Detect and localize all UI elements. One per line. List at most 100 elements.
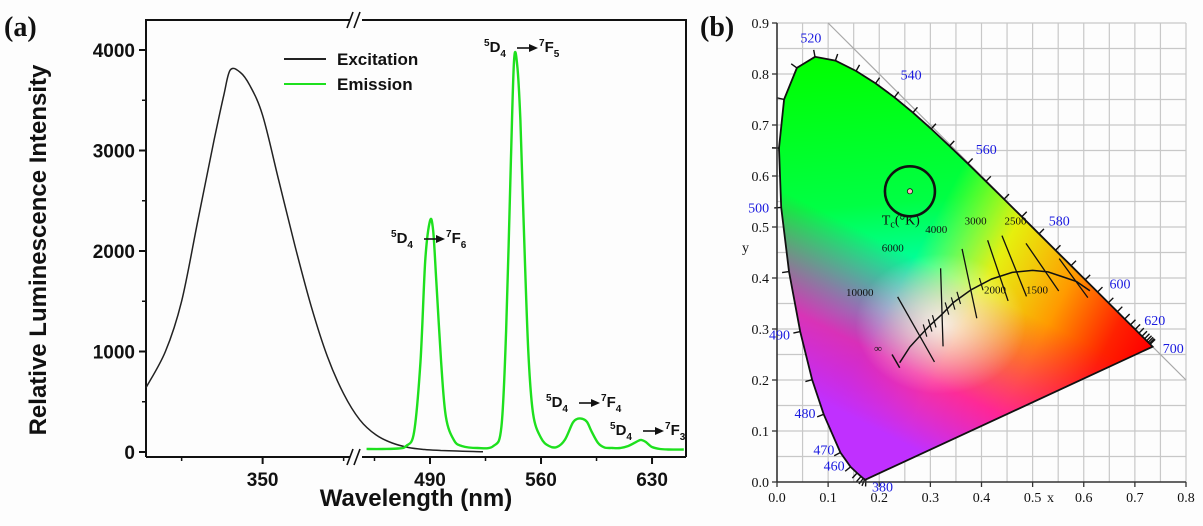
locus-tick: [777, 97, 785, 101]
axis-break-mark: [353, 11, 361, 29]
wavelength-label-560: 560: [976, 143, 997, 158]
panel-b-x-axis-title: x: [1047, 491, 1054, 506]
y-tick-label: 2000: [93, 242, 135, 263]
legend-label-emission: Emission: [337, 75, 413, 94]
x-tick-label: 0.4: [973, 491, 991, 506]
transition-annotation: 5D4 7F4: [546, 393, 622, 415]
planck-hash-tick: [956, 291, 962, 305]
x-tick-label: 350: [247, 470, 279, 491]
series-line-excitation: [145, 67, 484, 453]
locus-tick: [1144, 333, 1151, 340]
locus-tick: [1124, 313, 1131, 320]
panel-b-label: (b): [700, 12, 734, 43]
planck-end-tick: [891, 354, 901, 369]
wavelength-label-620: 620: [1144, 314, 1165, 329]
y-tick-label: 4000: [93, 41, 135, 62]
wavelength-label-380: 380: [872, 480, 893, 495]
x-tick-label: 630: [636, 470, 668, 491]
x-tick-label: 560: [525, 470, 557, 491]
locus-tick: [948, 140, 955, 147]
panel-a-annotations: 5D4 7F6 5D4 7F5 5D4 7F4 5D4 7F3: [391, 38, 686, 443]
locus-tick: [834, 53, 839, 61]
cct-label: 10000: [846, 287, 874, 299]
planck-hash-tick: [950, 297, 956, 310]
locus-tick: [893, 91, 900, 98]
locus-tick: [1021, 211, 1028, 218]
locus-tick: [1141, 330, 1148, 337]
wavelength-label-520: 520: [800, 32, 821, 47]
transition-label-final: 7F3: [665, 421, 686, 443]
locus-tick: [1070, 260, 1077, 267]
locus-tick: [1148, 337, 1155, 344]
y-tick-label: 0.0: [752, 476, 770, 491]
transition-label: 5D4: [391, 229, 413, 251]
cie-marked-point: [883, 165, 937, 218]
transition-label-final: 7F5: [539, 38, 560, 60]
wavelength-label-460: 460: [824, 460, 845, 475]
axis-break-mark: [346, 11, 354, 29]
locus-tick: [1149, 338, 1156, 345]
arrow-head: [529, 44, 538, 52]
cie-point-dot: [906, 188, 913, 195]
locus-tick: [844, 466, 852, 472]
y-tick-label: 0.9: [752, 17, 770, 32]
spectral-locus: [771, 49, 1156, 487]
wavelength-label-500: 500: [748, 202, 769, 217]
transition-annotation: 5D4 7F6: [391, 229, 467, 251]
panel-a-axes: [145, 11, 687, 466]
axis-break-mark: [353, 448, 361, 466]
locus-tick: [875, 77, 881, 84]
locus-tick: [813, 49, 816, 57]
cct-label: 6000: [882, 242, 905, 254]
y-tick-label: 0.8: [752, 68, 770, 83]
planck-hash-tick: [978, 277, 984, 291]
wavelength-label-600: 600: [1110, 277, 1131, 292]
locus-tick: [858, 478, 864, 485]
locus-tick: [1038, 228, 1045, 235]
iso-3000: [987, 240, 1009, 302]
cct-label: 4000: [925, 224, 948, 236]
x-tick-label: 0.7: [1126, 491, 1144, 506]
x-tick-label: 0.1: [819, 491, 837, 506]
locus-tick: [851, 472, 858, 479]
iso-10000: [897, 296, 936, 363]
iso-1500: [1058, 258, 1089, 299]
wavelength-labels: 380 460 470 480 490 500 520 540 560 580 600 620 700: [748, 32, 1184, 496]
wavelength-label-470: 470: [813, 443, 834, 458]
transition-label-final: 7F6: [446, 229, 467, 251]
locus-tick: [1134, 323, 1141, 330]
panel-a-y-ticks: 0 1000 2000 3000 4000: [93, 41, 146, 464]
locus-tick: [1146, 335, 1153, 342]
wavelength-label-700: 700: [1163, 342, 1184, 357]
legend-label-excitation: Excitation: [337, 50, 418, 69]
panel-a-series: [145, 50, 684, 453]
y-tick-label: 0.5: [752, 221, 770, 236]
axis-frame-left: [145, 19, 350, 457]
wavelength-label-480: 480: [795, 407, 816, 422]
locus-tick: [816, 413, 824, 418]
y-tick-label: 1000: [93, 343, 135, 364]
transition-label: 5D4: [610, 421, 632, 443]
panel-a-y-axis-title: Relative Luminescence Intensity: [25, 64, 52, 435]
locus-tick: [805, 378, 813, 383]
iso-2500: [1001, 235, 1028, 297]
panel-a-x-ticks: 350 490 560 630: [180, 457, 668, 491]
locus-tick: [1107, 297, 1114, 304]
locus-tick: [985, 175, 992, 182]
locus-tick: [833, 451, 841, 457]
panel-b-ticks: 0.0 0.1 0.2 0.3 0.4 0.5 0.6 0.7 0.8 0.0 0.1 0.2 0.3 0…: [752, 17, 1195, 506]
locus-tick: [793, 330, 801, 334]
y-tick-label: 3000: [93, 142, 135, 163]
locus-tick: [967, 157, 974, 164]
locus-tick: [1097, 286, 1103, 293]
y-tick-label: 0.2: [752, 374, 770, 389]
locus-tick: [1116, 306, 1123, 313]
cct-label: 2000: [984, 284, 1007, 296]
cct-label: 1500: [1026, 284, 1049, 296]
iso-2000: [1025, 242, 1060, 292]
iso-6000: [939, 268, 944, 347]
wavelength-label-490: 490: [769, 329, 790, 344]
locus-tick: [781, 270, 790, 274]
x-tick-label: 0.5: [1024, 491, 1042, 506]
